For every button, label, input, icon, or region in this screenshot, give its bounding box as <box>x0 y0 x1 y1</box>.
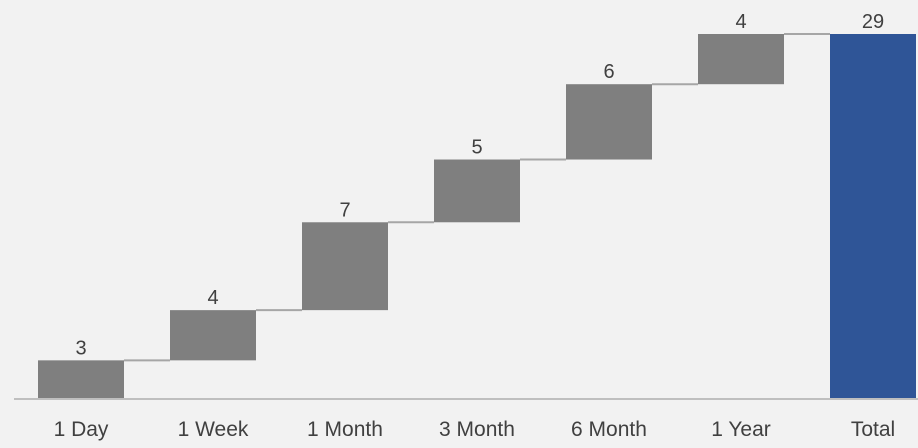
data-label: 4 <box>207 287 218 309</box>
data-label: 6 <box>603 61 614 83</box>
x-tick-label: 1 Month <box>307 418 383 441</box>
data-label: 5 <box>471 137 482 159</box>
bar-6-month <box>566 84 652 160</box>
bars-group <box>38 34 916 398</box>
x-tick-label: Total <box>851 418 895 441</box>
x-tick-label: 3 Month <box>439 418 515 441</box>
x-tick-label: 6 Month <box>571 418 647 441</box>
x-tick-labels-group: 1 Day 1 Week 1 Month 3 Month 6 Month 1 Year To… <box>54 418 896 441</box>
data-label: 29 <box>862 11 884 33</box>
x-tick-label: 1 Day <box>54 418 109 441</box>
bar-total <box>830 34 916 398</box>
data-labels-group: 3 4 7 5 6 4 29 <box>75 11 884 359</box>
x-tick-label: 1 Week <box>178 418 249 441</box>
data-label: 7 <box>339 199 350 221</box>
bar-1-week <box>170 310 256 361</box>
data-label: 3 <box>75 337 86 359</box>
bar-1-month <box>302 222 388 311</box>
x-tick-label: 1 Year <box>711 418 771 441</box>
data-label: 4 <box>735 11 746 33</box>
bar-1-day <box>38 360 124 398</box>
bar-1-year <box>698 34 784 85</box>
bar-3-month <box>434 159 520 223</box>
connector-lines <box>124 33 830 362</box>
